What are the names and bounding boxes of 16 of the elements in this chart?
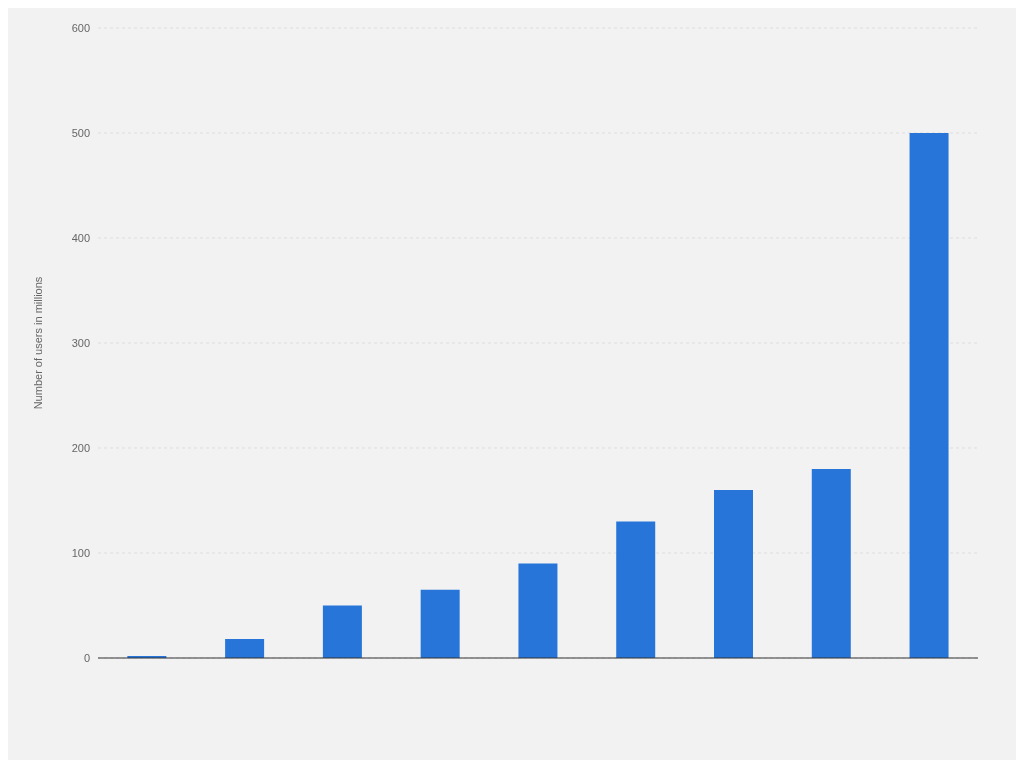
- bar: [616, 521, 656, 658]
- y-tick-label: 400: [71, 231, 90, 244]
- bar: [225, 639, 265, 658]
- y-tick-label: 200: [71, 441, 90, 454]
- y-tick-label: 600: [71, 21, 90, 34]
- y-axis-title: Number of users in millions: [31, 276, 44, 410]
- bar: [714, 490, 753, 658]
- bar: [420, 589, 460, 658]
- bar: [811, 469, 851, 658]
- bar: [909, 133, 949, 658]
- y-tick-label: 0: [83, 651, 90, 664]
- y-tick-label: 500: [71, 126, 90, 139]
- bar: [322, 605, 362, 658]
- bar: [518, 563, 558, 658]
- y-tick-label: 100: [71, 546, 90, 559]
- y-tick-label: 300: [71, 336, 90, 349]
